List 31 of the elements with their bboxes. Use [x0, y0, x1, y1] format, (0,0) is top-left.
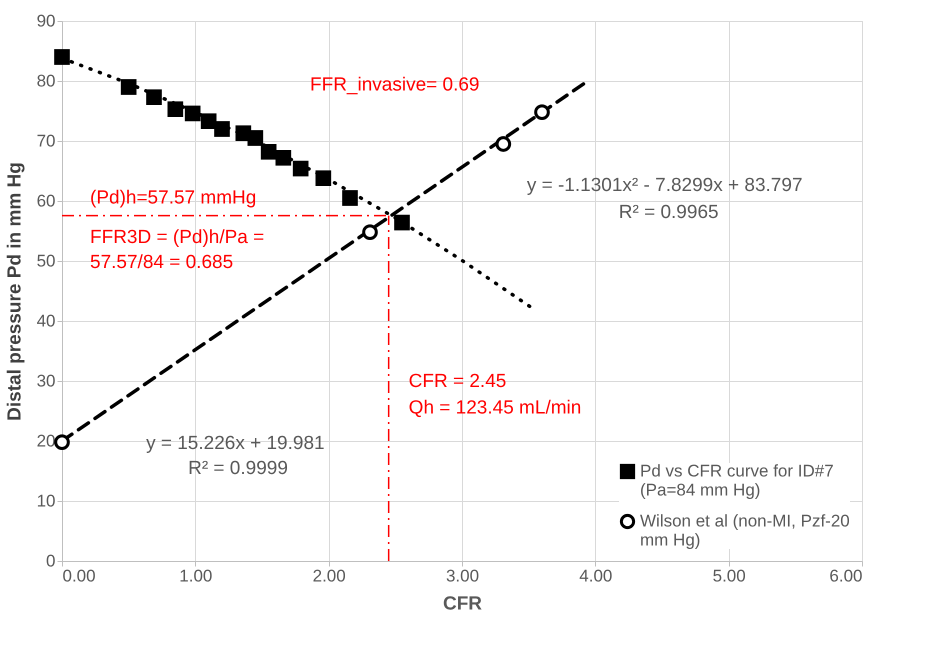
annotation: FFR3D = (Pd)h/Pa =	[90, 227, 264, 248]
annotation: y = -1.1301x² - 7.8299x + 83.797	[526, 174, 803, 196]
y-tick-label: 0	[46, 552, 56, 570]
x-tick-label: 3.00	[446, 566, 480, 586]
y-tick-label: 90	[36, 12, 56, 30]
y-tick-label: 50	[36, 252, 56, 270]
x-axis-title: CFR	[442, 594, 482, 614]
annotation: FFR_invasive= 0.69	[310, 74, 480, 96]
annotation: Qh = 123.45 mL/min	[408, 397, 582, 418]
y-axis-title: Distal pressure Pd in mm Hg	[4, 162, 26, 421]
x-tick-label: 2.00	[312, 566, 346, 586]
y-tick-label: 60	[36, 192, 56, 210]
legend-label: Wilson et al (non-MI, Pzf-20 mm Hg)	[640, 512, 850, 550]
ref-line-label: CFR = 2.45	[408, 371, 506, 392]
x-tick-label: 6.00	[829, 566, 862, 586]
ref-line-label: (Pd)h=57.57 mmHg	[90, 188, 256, 209]
x-tick-label: 1.00	[179, 566, 212, 586]
y-tick-label: 70	[36, 132, 56, 150]
y-tick-label: 20	[36, 432, 56, 450]
annotation: R² = 0.9999	[188, 458, 288, 479]
annotation: 57.57/84 = 0.685	[90, 252, 234, 274]
annotation: y = 15.226x + 19.981	[146, 432, 325, 454]
legend-label: Pd vs CFR curve for ID#7 (Pa=84 mm Hg)	[640, 462, 834, 500]
y-tick-label: 40	[36, 312, 56, 330]
x-tick-label: 0.00	[62, 566, 96, 586]
annotation: R² = 0.9965	[618, 202, 719, 223]
x-tick-label: 4.00	[579, 566, 612, 586]
y-tick-label: 30	[36, 372, 56, 390]
y-tick-label: 80	[36, 72, 56, 90]
y-tick-label: 10	[36, 492, 56, 510]
x-tick-label: 5.00	[712, 566, 746, 586]
